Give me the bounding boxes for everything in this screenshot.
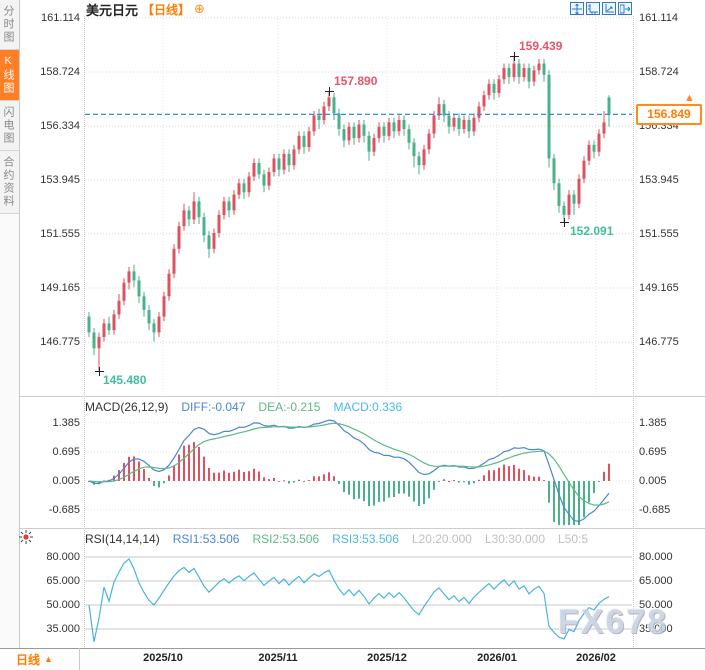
price-up-arrow-icon: ▲ [684,92,695,104]
price-axis-label: 151.555 [639,228,679,240]
price-axis-label: 149.165 [40,282,80,294]
indicator-sun-icon[interactable] [17,528,35,546]
candlestick-chart[interactable] [85,16,632,395]
price-axis-label: 158.724 [639,66,679,78]
sidebar-tab-flash-chart[interactable]: 闪电图 [0,101,19,151]
x-axis-month: 2025/12 [367,652,407,664]
macd-hist-value: MACD:0.336 [333,400,403,414]
period-selector[interactable]: 日线 ▲ [0,648,80,670]
low-marker-cross [560,218,569,227]
add-overlay-icon[interactable]: ⊕ [194,1,205,16]
macd-dea-value: DEA:-0.215 [258,400,321,414]
chart-toolbar [570,2,632,15]
macd-panel-separator [20,396,705,397]
rsi-l30-value: L30:30.000 [484,532,545,546]
macd-header: MACD(26,12,9) DIFF:-0.047 DEA:-0.215 MAC… [85,400,402,414]
annotation-low-jan: 152.091 [570,224,614,238]
plot-right-border [633,16,634,647]
rsi-axis-label: 65.000 [639,575,673,587]
chart-zoom-tool-icon[interactable] [602,2,616,15]
rsi-header: RSI(14,14,14) RSI1:53.506 RSI2:53.506 RS… [85,532,588,546]
rsi2-value: RSI2:53.506 [252,532,320,546]
macd-diff-value: DIFF:-0.047 [181,400,246,414]
macd-axis-label: 0.005 [639,475,667,487]
rsi-axis-label: 80.000 [46,551,80,563]
sidebar-tab-time-chart[interactable]: 分时图 [0,0,19,50]
sidebar-tab-kline-chart[interactable]: K线图 [0,50,19,101]
time-axis-bar [0,648,705,670]
price-axis-label: 153.945 [639,174,679,186]
high-marker-cross [510,52,519,61]
rsi-axis-label: 35.000 [46,623,80,635]
macd-title: MACD(26,12,9) [85,400,169,414]
macd-axis-label: -0.685 [639,504,671,516]
price-axis-label: 161.114 [639,12,678,24]
rsi-chart[interactable] [85,548,632,646]
macd-axis-label: 0.695 [52,446,80,458]
period-tag: 【日线】 [142,2,191,17]
period-up-arrow-icon: ▲ [44,654,53,664]
high-marker-cross [325,87,334,96]
macd-axis-label: 0.695 [639,446,667,458]
x-axis-month: 2025/10 [143,652,183,664]
macd-axis-label: 1.385 [639,417,667,429]
price-axis-label: 146.775 [40,336,80,348]
rsi-axis-label: 50.000 [46,599,80,611]
crosshair-tool-icon[interactable] [570,2,584,15]
rsi-title: RSI(14,14,14) [85,532,160,546]
rsi-axis-label: 80.000 [639,551,673,563]
macd-axis-label: 0.005 [52,475,80,487]
chart-header: 美元日元 【日线】 ⊕ [86,1,205,18]
x-axis-month: 2026/02 [576,652,616,664]
price-axis-label: 161.114 [41,12,80,24]
sidebar-tab-contract-info[interactable]: 合约资料 [0,151,19,214]
x-axis-month: 2026/01 [477,652,517,664]
rsi-axis-label: 65.000 [46,575,80,587]
price-axis-label: 158.724 [40,66,80,78]
annotation-low-sep: 145.480 [103,373,147,387]
rsi-l50-value: L50:5 [558,532,589,546]
price-axis-label: 146.775 [639,336,679,348]
price-axis-label: 156.334 [40,120,80,132]
plot-left-border [84,16,85,647]
annotation-high-max: 159.439 [519,39,563,53]
annotation-high-mid: 157.890 [334,74,378,88]
rsi3-value: RSI3:53.506 [332,532,399,546]
current-price-badge: 156.849 [636,104,702,125]
rsi-axis-label: 35.000 [639,623,673,635]
macd-axis-label: -0.685 [48,504,80,516]
rsi-axis-label: 50.000 [639,599,673,611]
x-axis-month: 2025/11 [258,652,298,664]
price-axis-label: 151.555 [40,228,80,240]
period-label: 日线 [16,652,41,667]
chart-type-sidebar: 分时图 K线图 闪电图 合约资料 [0,0,20,670]
price-axis-label: 153.945 [40,174,80,186]
symbol-title: 美元日元 [86,2,139,18]
exit-panel-icon[interactable] [618,2,632,15]
macd-chart[interactable] [85,413,632,526]
low-marker-cross [95,367,104,376]
axis-scale-tool-icon[interactable] [586,2,600,15]
macd-axis-label: 1.385 [52,417,80,429]
rsi1-value: RSI1:53.506 [172,532,240,546]
price-axis-label: 149.165 [639,282,679,294]
rsi-panel-separator [20,528,705,529]
rsi-l20-value: L20:20.000 [411,532,472,546]
